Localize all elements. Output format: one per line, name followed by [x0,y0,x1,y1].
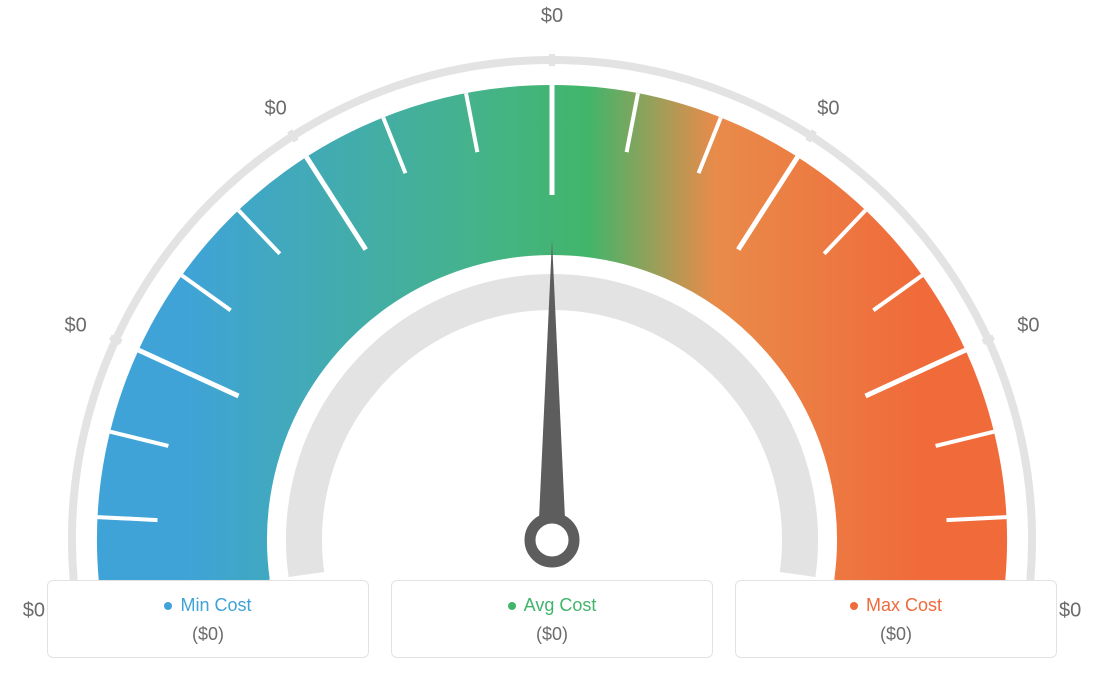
gauge-chart-container: $0 $0 $0 $0 $0 $0 $0 Min Cost ($0) Avg Cost ($… [0,0,1104,690]
legend-label: Avg Cost [524,595,597,616]
legend-card-min: Min Cost ($0) [47,580,369,658]
legend-label: Min Cost [180,595,251,616]
legend-card-avg: Avg Cost ($0) [391,580,713,658]
gauge-tick-label: $0 [541,5,563,28]
legend-value-avg: ($0) [402,624,702,645]
gauge-svg [32,20,1072,580]
legend-title-avg: Avg Cost [508,595,597,616]
legend-value-max: ($0) [746,624,1046,645]
gauge-tick-label: $0 [23,600,45,623]
legend-value-min: ($0) [58,624,358,645]
gauge-tick-label: $0 [265,97,287,120]
legend-row: Min Cost ($0) Avg Cost ($0) Max Cost ($0… [47,580,1057,658]
bullet-icon [164,602,172,610]
legend-title-max: Max Cost [850,595,942,616]
bullet-icon [850,602,858,610]
gauge-tick-label: $0 [1059,600,1081,623]
gauge-tick-label: $0 [1017,315,1039,338]
gauge-tick-label: $0 [64,315,86,338]
legend-label: Max Cost [866,595,942,616]
legend-card-max: Max Cost ($0) [735,580,1057,658]
gauge-tick-label: $0 [817,97,839,120]
gauge-area: $0$0$0$0$0$0$0 [32,20,1072,580]
bullet-icon [508,602,516,610]
legend-title-min: Min Cost [164,595,251,616]
